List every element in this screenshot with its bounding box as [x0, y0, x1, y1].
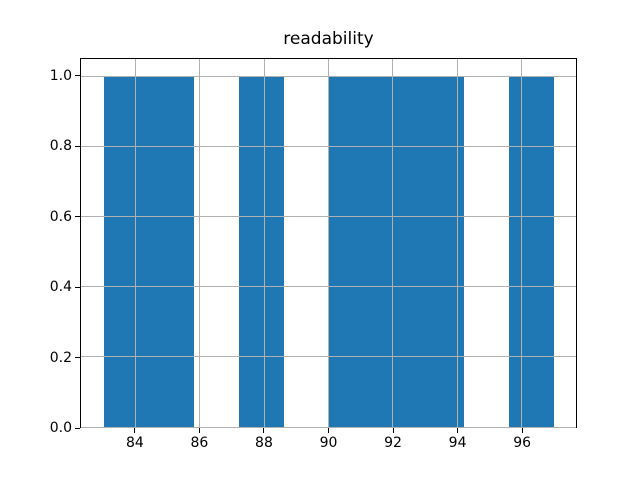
gridline-horizontal: [81, 146, 576, 148]
y-tick-label: 0.6: [49, 208, 72, 225]
y-tick-mark: [75, 286, 80, 288]
grid-layer: [81, 59, 576, 428]
x-tick-mark: [134, 428, 136, 433]
chart-title: readability: [283, 29, 374, 49]
gridline-horizontal: [81, 426, 576, 428]
gridline-vertical: [392, 59, 394, 427]
gridline-vertical: [456, 59, 458, 427]
y-tick-mark: [75, 357, 80, 359]
gridline-vertical: [328, 59, 329, 427]
y-tick-label: 0.4: [49, 279, 72, 296]
plot-area: [80, 58, 577, 428]
gridline-vertical: [520, 59, 522, 427]
x-tick-label: 90: [319, 435, 338, 451]
histogram-bar: [418, 76, 464, 427]
x-tick-mark: [521, 428, 523, 433]
x-tick-mark: [392, 428, 394, 433]
y-tick-label: 1.0: [49, 67, 72, 84]
histogram-bar: [373, 76, 419, 427]
x-tick-label: 92: [384, 435, 402, 451]
x-tick-label: 86: [190, 435, 209, 451]
y-tick-label: 0.2: [49, 349, 72, 366]
gridline-horizontal: [81, 286, 576, 288]
x-tick-label: 94: [448, 435, 467, 451]
histogram-bar: [328, 76, 374, 427]
y-tick-label: 0.0: [49, 420, 72, 436]
histogram-bar: [148, 76, 194, 427]
x-tick-mark: [263, 428, 265, 433]
x-tick-mark: [198, 428, 200, 433]
histogram-bar: [103, 76, 149, 427]
gridline-vertical: [135, 59, 137, 427]
x-tick-label: 88: [255, 435, 273, 451]
x-tick-mark: [457, 428, 459, 433]
gridline-horizontal: [81, 76, 576, 78]
x-tick-label: 96: [513, 435, 532, 451]
x-tick-mark: [328, 428, 329, 433]
gridline-horizontal: [81, 216, 576, 218]
y-tick-mark: [75, 75, 80, 77]
y-tick-label: 0.8: [49, 138, 72, 155]
y-tick-mark: [75, 216, 80, 218]
gridline-vertical: [263, 59, 265, 427]
x-tick-label: 84: [125, 435, 144, 451]
histogram-bar: [238, 76, 284, 427]
y-tick-mark: [75, 427, 80, 429]
bars-layer: [81, 59, 576, 427]
gridline-horizontal: [81, 356, 576, 358]
y-tick-mark: [75, 145, 80, 147]
histogram-bar: [508, 76, 554, 427]
gridline-vertical: [199, 59, 201, 427]
